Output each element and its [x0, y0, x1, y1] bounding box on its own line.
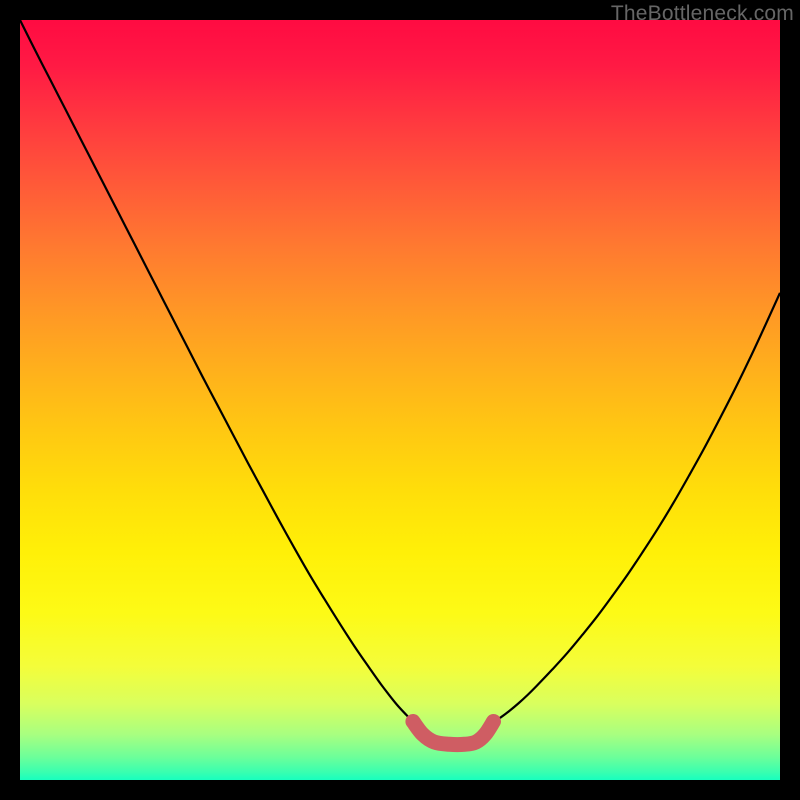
chart-background [20, 20, 780, 780]
bottleneck-curve-chart [20, 20, 780, 780]
watermark-text: TheBottleneck.com [611, 2, 794, 26]
